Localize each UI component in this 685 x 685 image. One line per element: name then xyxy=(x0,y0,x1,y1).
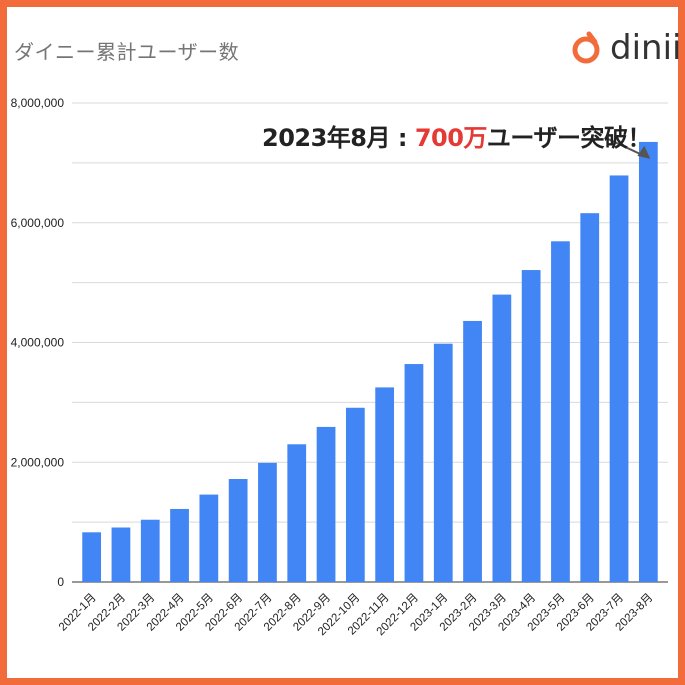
bar xyxy=(258,462,277,582)
bar xyxy=(199,494,219,582)
bar xyxy=(609,175,629,583)
arrow-line xyxy=(607,138,645,157)
bar xyxy=(375,387,395,582)
annotation-highlight: 700万 xyxy=(414,124,488,152)
bar xyxy=(433,343,453,582)
bar xyxy=(228,479,248,582)
bar xyxy=(316,426,336,582)
bar xyxy=(463,320,482,582)
annotation: 2023年8月 : 700万ユーザー突破！ xyxy=(262,118,651,153)
annotation-prefix: 2023年8月 : xyxy=(262,124,415,152)
y-tick-label: 2,000,000 xyxy=(11,455,65,469)
chart-title: ダイニー累計ユーザー数 xyxy=(14,40,240,64)
bar xyxy=(140,519,160,582)
bar xyxy=(287,444,307,582)
bar xyxy=(580,213,600,583)
annotation-suffix: ユーザー突破！ xyxy=(486,124,652,152)
bar xyxy=(492,294,512,582)
bar xyxy=(82,532,102,582)
bar xyxy=(638,141,658,582)
logo-text: dinii xyxy=(610,28,682,68)
annotation-arrow xyxy=(607,138,651,159)
arrow-head xyxy=(637,145,651,159)
bar xyxy=(111,527,131,582)
y-axis: 0 2,000,000 4,000,000 6,000,000 8,000,000 xyxy=(11,96,65,589)
dinii-logo: dinii xyxy=(572,30,681,66)
bars xyxy=(82,141,658,583)
y-tick-label: 6,000,000 xyxy=(11,216,65,230)
y-tick-label: 0 xyxy=(57,575,64,589)
x-axis: 2022-1月2022-2月2022-3月2022-4月2022-5月2022-… xyxy=(57,592,656,638)
bar xyxy=(404,364,424,582)
dinii-logo-icon xyxy=(572,31,600,64)
bar xyxy=(521,270,541,582)
y-tick-label: 4,000,000 xyxy=(11,336,65,350)
y-tick-label: 8,000,000 xyxy=(11,96,65,110)
gridlines xyxy=(72,102,668,583)
bar xyxy=(170,508,189,582)
bar xyxy=(345,407,365,582)
bar xyxy=(551,241,570,582)
